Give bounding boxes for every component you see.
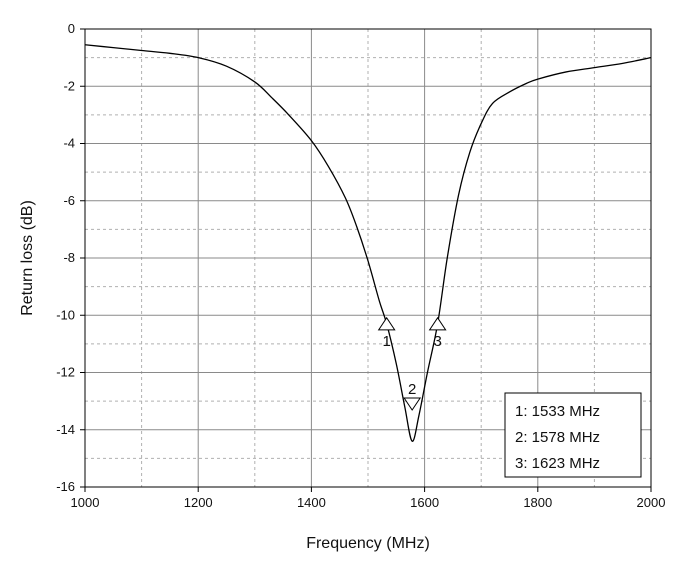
y-tick-label: -6 (63, 193, 75, 208)
marker-triangle (403, 397, 422, 411)
x-tick-label: 1000 (71, 495, 100, 510)
y-tick-label: -2 (63, 78, 75, 93)
axis-ticks: 1000 1200 1400 1600 1800 2000 0 -2 -4 -6 -8 -10 -12 -… (56, 21, 665, 510)
x-tick-label: 1200 (184, 495, 213, 510)
legend: 1: 1533 MHz 2: 1578 MHz 3: 1623 MHz (504, 392, 642, 478)
marker-label: 3 (433, 333, 441, 350)
y-tick-label: -14 (56, 422, 75, 437)
y-tick-label: -10 (56, 307, 75, 322)
marker-2: 2 (403, 381, 422, 411)
legend-entry-2: 2: 1578 MHz (515, 429, 600, 446)
y-axis-title: Return loss (dB) (19, 200, 36, 316)
x-tick-label: 1400 (297, 495, 326, 510)
return-loss-line (84, 44, 652, 442)
legend-entry-1: 1: 1533 MHz (515, 403, 600, 420)
y-tick-label: -12 (56, 365, 75, 380)
y-tick-label: 0 (68, 21, 75, 36)
y-tick-label: -8 (63, 250, 75, 265)
marker-3: 3 (428, 316, 447, 350)
x-axis-title: Frequency (MHz) (306, 535, 430, 552)
markers-layer: 1 2 3 (377, 316, 447, 411)
series-layer (84, 44, 652, 442)
x-tick-label: 1800 (523, 495, 552, 510)
x-tick-label: 1600 (410, 495, 439, 510)
marker-label: 1 (383, 333, 391, 350)
y-tick-label: -16 (56, 479, 75, 494)
legend-box (504, 392, 642, 478)
marker-1: 1 (377, 316, 396, 350)
marker-label: 2 (408, 381, 416, 398)
legend-entry-3: 3: 1623 MHz (515, 455, 600, 472)
marker-triangle (428, 316, 447, 331)
y-tick-label: -4 (63, 136, 75, 151)
marker-triangle (377, 316, 396, 331)
x-tick-label: 2000 (637, 495, 666, 510)
